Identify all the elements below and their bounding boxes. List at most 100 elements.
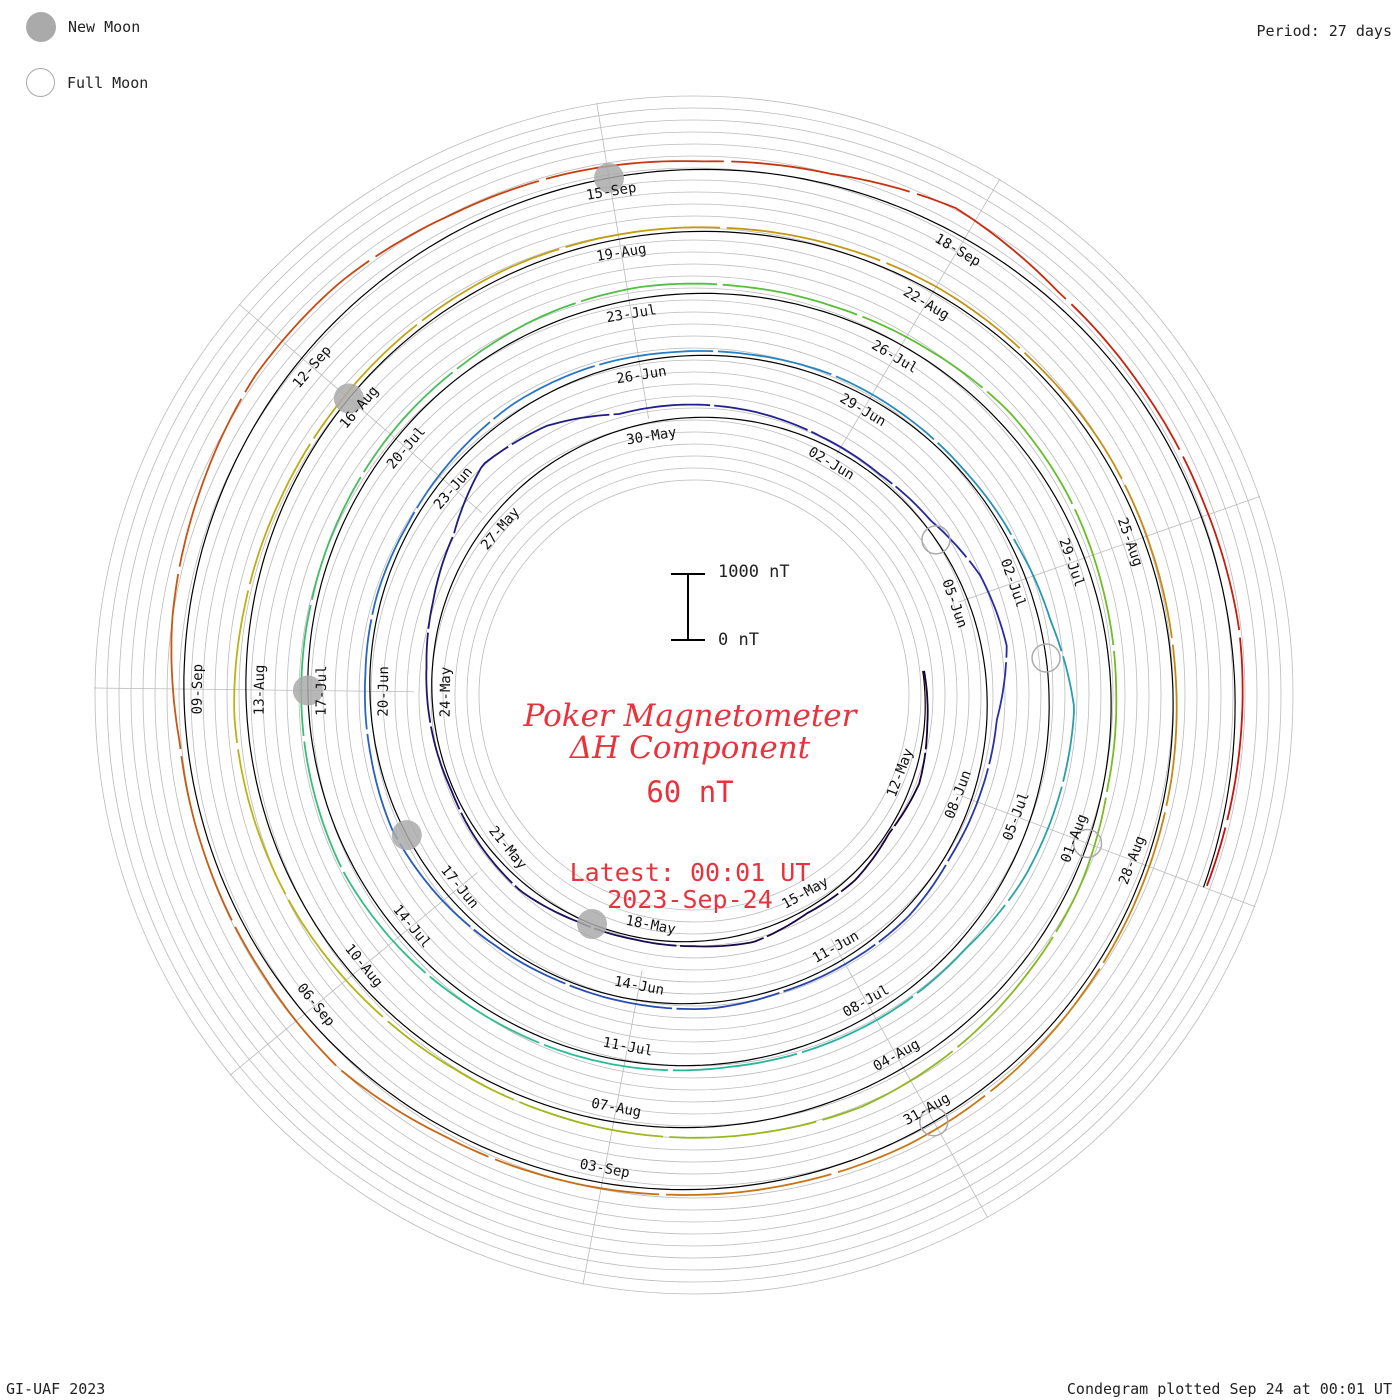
series-segment [300,604,312,737]
date-label: 26-Jun [615,363,667,387]
series-segment [340,1069,489,1158]
series-segment [878,864,947,943]
series-segment [312,323,418,439]
new-moon-marker [594,163,625,194]
series-segment [375,180,540,258]
series-segment [988,662,1007,765]
date-label: 06-Sep [293,980,337,1029]
series-segment [565,226,721,248]
series-segment [801,995,914,1054]
legend-new-moon: New Moon [26,12,140,42]
grid-circle [190,191,1198,1199]
new-moon-icon [26,12,56,42]
series-segment [456,302,576,370]
series-segment [1023,352,1123,480]
series-segment [492,365,595,420]
scale-top-label: 1000 nT [718,562,790,582]
series-segment [1182,456,1241,631]
series-segment [511,413,610,446]
grid-circle [418,419,970,971]
series-segment [178,398,243,567]
series-layer [170,160,1244,1196]
series-segment [1226,637,1244,821]
series-segment [613,403,711,416]
series-segment [287,899,384,1018]
grid-circle [382,383,1006,1007]
series-segment [989,968,1101,1093]
series-segment [968,560,1008,658]
series-segment [986,390,1074,505]
grid-circle [178,179,1210,1211]
date-label: 24-May [438,667,455,718]
date-label: 15-Sep [585,180,637,204]
series-segment [835,375,935,441]
series-segment [1206,827,1227,887]
grid-spoke [229,872,478,1076]
grid-circle [430,431,958,959]
scale-bottom-label: 0 nT [718,630,759,650]
grid-circle [274,275,1114,1115]
full-moon-marker [1031,643,1061,673]
full-moon-marker [921,525,951,555]
series-segment [429,975,540,1044]
grid-circle [262,263,1126,1127]
date-label: 26-Jul [869,337,921,377]
series-segment [342,871,427,974]
credit-label: GI-UAF 2023 [6,1380,106,1398]
series-segment [886,262,1021,349]
date-label: 02-Jun [805,444,857,484]
series-segment [1106,650,1118,792]
series-segment [453,445,509,534]
date-label: 20-Jul [384,424,429,473]
series-segment [494,1158,660,1196]
series-segment [362,371,454,473]
baseline-layer [183,168,1236,1191]
baseline-spiral [183,168,1236,1191]
series-segment [714,404,808,431]
series-segment [416,421,491,509]
series-segment [543,1043,668,1072]
date-label: 02-Jul [997,557,1029,610]
series-segment [783,943,876,993]
date-label: 27-May [478,504,523,553]
date-label: 18-Sep [932,231,984,271]
grid-circle [154,155,1234,1235]
series-segment [237,749,287,895]
grid-layer [94,95,1294,1295]
series-segment [1165,644,1178,806]
series-segment [234,926,337,1067]
legend-new-moon-label: New Moon [68,18,141,36]
grid-circle [166,167,1222,1223]
date-label: 19-Aug [595,241,647,265]
latest-date: 2023-Sep-24 [607,885,773,914]
grid-circle [406,407,982,983]
full-moon-marker [1072,828,1103,859]
date-label: 23-Jul [605,302,657,326]
series-segment [580,282,718,303]
series-segment [956,936,1054,1048]
series-segment [248,443,311,585]
grid-spoke [238,303,482,513]
moon-layer [292,163,1103,1137]
grid-circle [346,347,1042,1043]
date-label: 13-Aug [252,665,269,716]
range-label: 60 nT [646,775,734,809]
chart-title: Poker Magnetometer [523,698,857,734]
series-segment [519,1101,664,1138]
series-segment [731,160,910,193]
date-label: 29-Jun [837,391,889,431]
series-segment [387,1020,515,1101]
date-label: 20-Jun [376,666,393,717]
series-segment [1007,786,1063,902]
series-segment [399,843,471,928]
chart-subtitle: ΔH Component [569,730,811,766]
full-moon-marker [919,1106,949,1137]
grid-circle [94,95,1294,1295]
series-segment [599,350,714,366]
series-segment [1123,484,1173,639]
series-segment [666,1173,832,1196]
series-segment [421,248,560,322]
date-label: 23-Jun [431,464,476,513]
grid-circle [358,359,1030,1031]
series-segment [593,927,677,947]
